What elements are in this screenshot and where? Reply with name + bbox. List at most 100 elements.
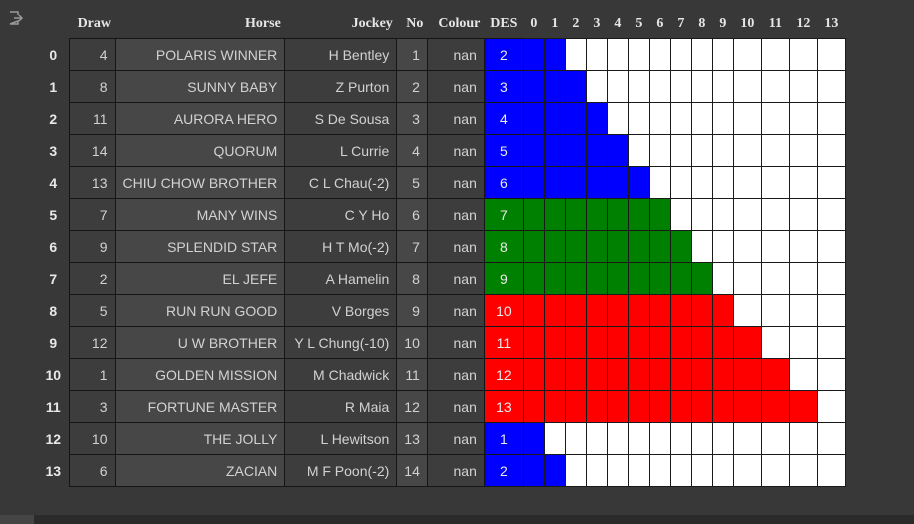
draw-cell: 9 [68, 230, 116, 263]
draw-cell: 5 [68, 294, 116, 327]
column-header-col-4: 4 [614, 16, 622, 31]
no-cell: 1 [396, 38, 428, 71]
distance-cell [732, 38, 762, 71]
distance-cell [648, 454, 671, 487]
distance-cell [627, 262, 650, 295]
distance-cell [648, 70, 671, 103]
distance-cell [760, 262, 790, 295]
table-row: 7 2 EL JEFE A Hamelin 8 nan 9 [38, 262, 846, 295]
distance-cell [522, 38, 545, 71]
no-cell: 8 [396, 262, 428, 295]
des-cell: 8 [483, 230, 524, 263]
horizontal-scrollbar[interactable] [0, 515, 914, 524]
distance-cell [690, 38, 713, 71]
scrollbar-thumb[interactable] [0, 515, 34, 524]
draw-cell: 3 [68, 390, 116, 423]
distance-cell [585, 390, 608, 423]
horse-cell: SPLENDID STAR [114, 230, 286, 263]
table-row: 8 5 RUN RUN GOOD V Borges 9 nan 10 [38, 294, 846, 327]
distance-cell [816, 390, 846, 423]
distance-cell [760, 70, 790, 103]
row-index: 0 [38, 38, 69, 71]
distance-cell [788, 230, 818, 263]
no-cell: 6 [396, 198, 428, 231]
distance-cell [648, 358, 671, 391]
row-index: 11 [38, 390, 69, 423]
des-cell: 9 [483, 262, 524, 295]
row-index: 9 [38, 326, 69, 359]
column-header-col-7: 7 [677, 16, 685, 31]
distance-cell [669, 166, 692, 199]
row-index: 5 [38, 198, 69, 231]
column-header-col-13: 13 [824, 16, 839, 31]
table-row: 6 9 SPLENDID STAR H T Mo(-2) 7 nan 8 [38, 230, 846, 263]
column-header-col-1: 1 [551, 16, 559, 31]
des-cell: 11 [483, 326, 524, 359]
distance-cell [543, 230, 566, 263]
distance-cell [711, 198, 734, 231]
distance-cell [585, 294, 608, 327]
distance-cell [669, 102, 692, 135]
jockey-cell: M F Poon(-2) [284, 454, 398, 487]
distance-cell [522, 454, 545, 487]
distance-cell [816, 454, 846, 487]
no-cell: 4 [396, 134, 428, 167]
distance-cell [627, 134, 650, 167]
distance-cell [606, 230, 629, 263]
distance-cell [711, 358, 734, 391]
output-icon[interactable] [8, 10, 24, 26]
distance-cell [816, 326, 846, 359]
distance-cell [732, 102, 762, 135]
des-cell: 1 [483, 422, 524, 455]
jockey-cell: L Hewitson [284, 422, 398, 455]
distance-cell [788, 166, 818, 199]
distance-cell [669, 390, 692, 423]
distance-cell [788, 198, 818, 231]
jockey-cell: H T Mo(-2) [284, 230, 398, 263]
distance-cell [690, 70, 713, 103]
distance-cell [711, 262, 734, 295]
distance-cell [788, 70, 818, 103]
distance-cell [648, 134, 671, 167]
distance-cell [648, 422, 671, 455]
distance-cell [585, 166, 608, 199]
distance-cell [564, 70, 587, 103]
distance-cell [711, 230, 734, 263]
distance-cell [606, 454, 629, 487]
distance-cell [816, 38, 846, 71]
distance-cell [543, 102, 566, 135]
jockey-cell: V Borges [284, 294, 398, 327]
distance-cell [732, 166, 762, 199]
horse-cell: FORTUNE MASTER [114, 390, 286, 423]
horse-cell: THE JOLLY [114, 422, 286, 455]
column-header-col-10: 10 [740, 16, 755, 31]
distance-cell [816, 166, 846, 199]
distance-cell [732, 198, 762, 231]
colour-cell: nan [426, 230, 485, 263]
distance-cell [690, 294, 713, 327]
distance-cell [732, 454, 762, 487]
distance-cell [788, 390, 818, 423]
row-index: 10 [38, 358, 69, 391]
distance-cell [711, 454, 734, 487]
distance-cell [585, 422, 608, 455]
distance-cell [627, 230, 650, 263]
draw-cell: 10 [68, 422, 116, 455]
distance-cell [627, 390, 650, 423]
distance-cell [606, 262, 629, 295]
column-header-jockey: Jockey [351, 16, 393, 31]
draw-cell: 4 [68, 38, 116, 71]
distance-cell [816, 70, 846, 103]
distance-cell [606, 166, 629, 199]
distance-cell [760, 198, 790, 231]
column-header-col-8: 8 [698, 16, 706, 31]
horse-cell: RUN RUN GOOD [114, 294, 286, 327]
horse-cell: GOLDEN MISSION [114, 358, 286, 391]
draw-cell: 12 [68, 326, 116, 359]
distance-cell [816, 102, 846, 135]
distance-cell [564, 262, 587, 295]
distance-cell [627, 166, 650, 199]
distance-cell [648, 102, 671, 135]
distance-cell [711, 38, 734, 71]
distance-cell [585, 454, 608, 487]
